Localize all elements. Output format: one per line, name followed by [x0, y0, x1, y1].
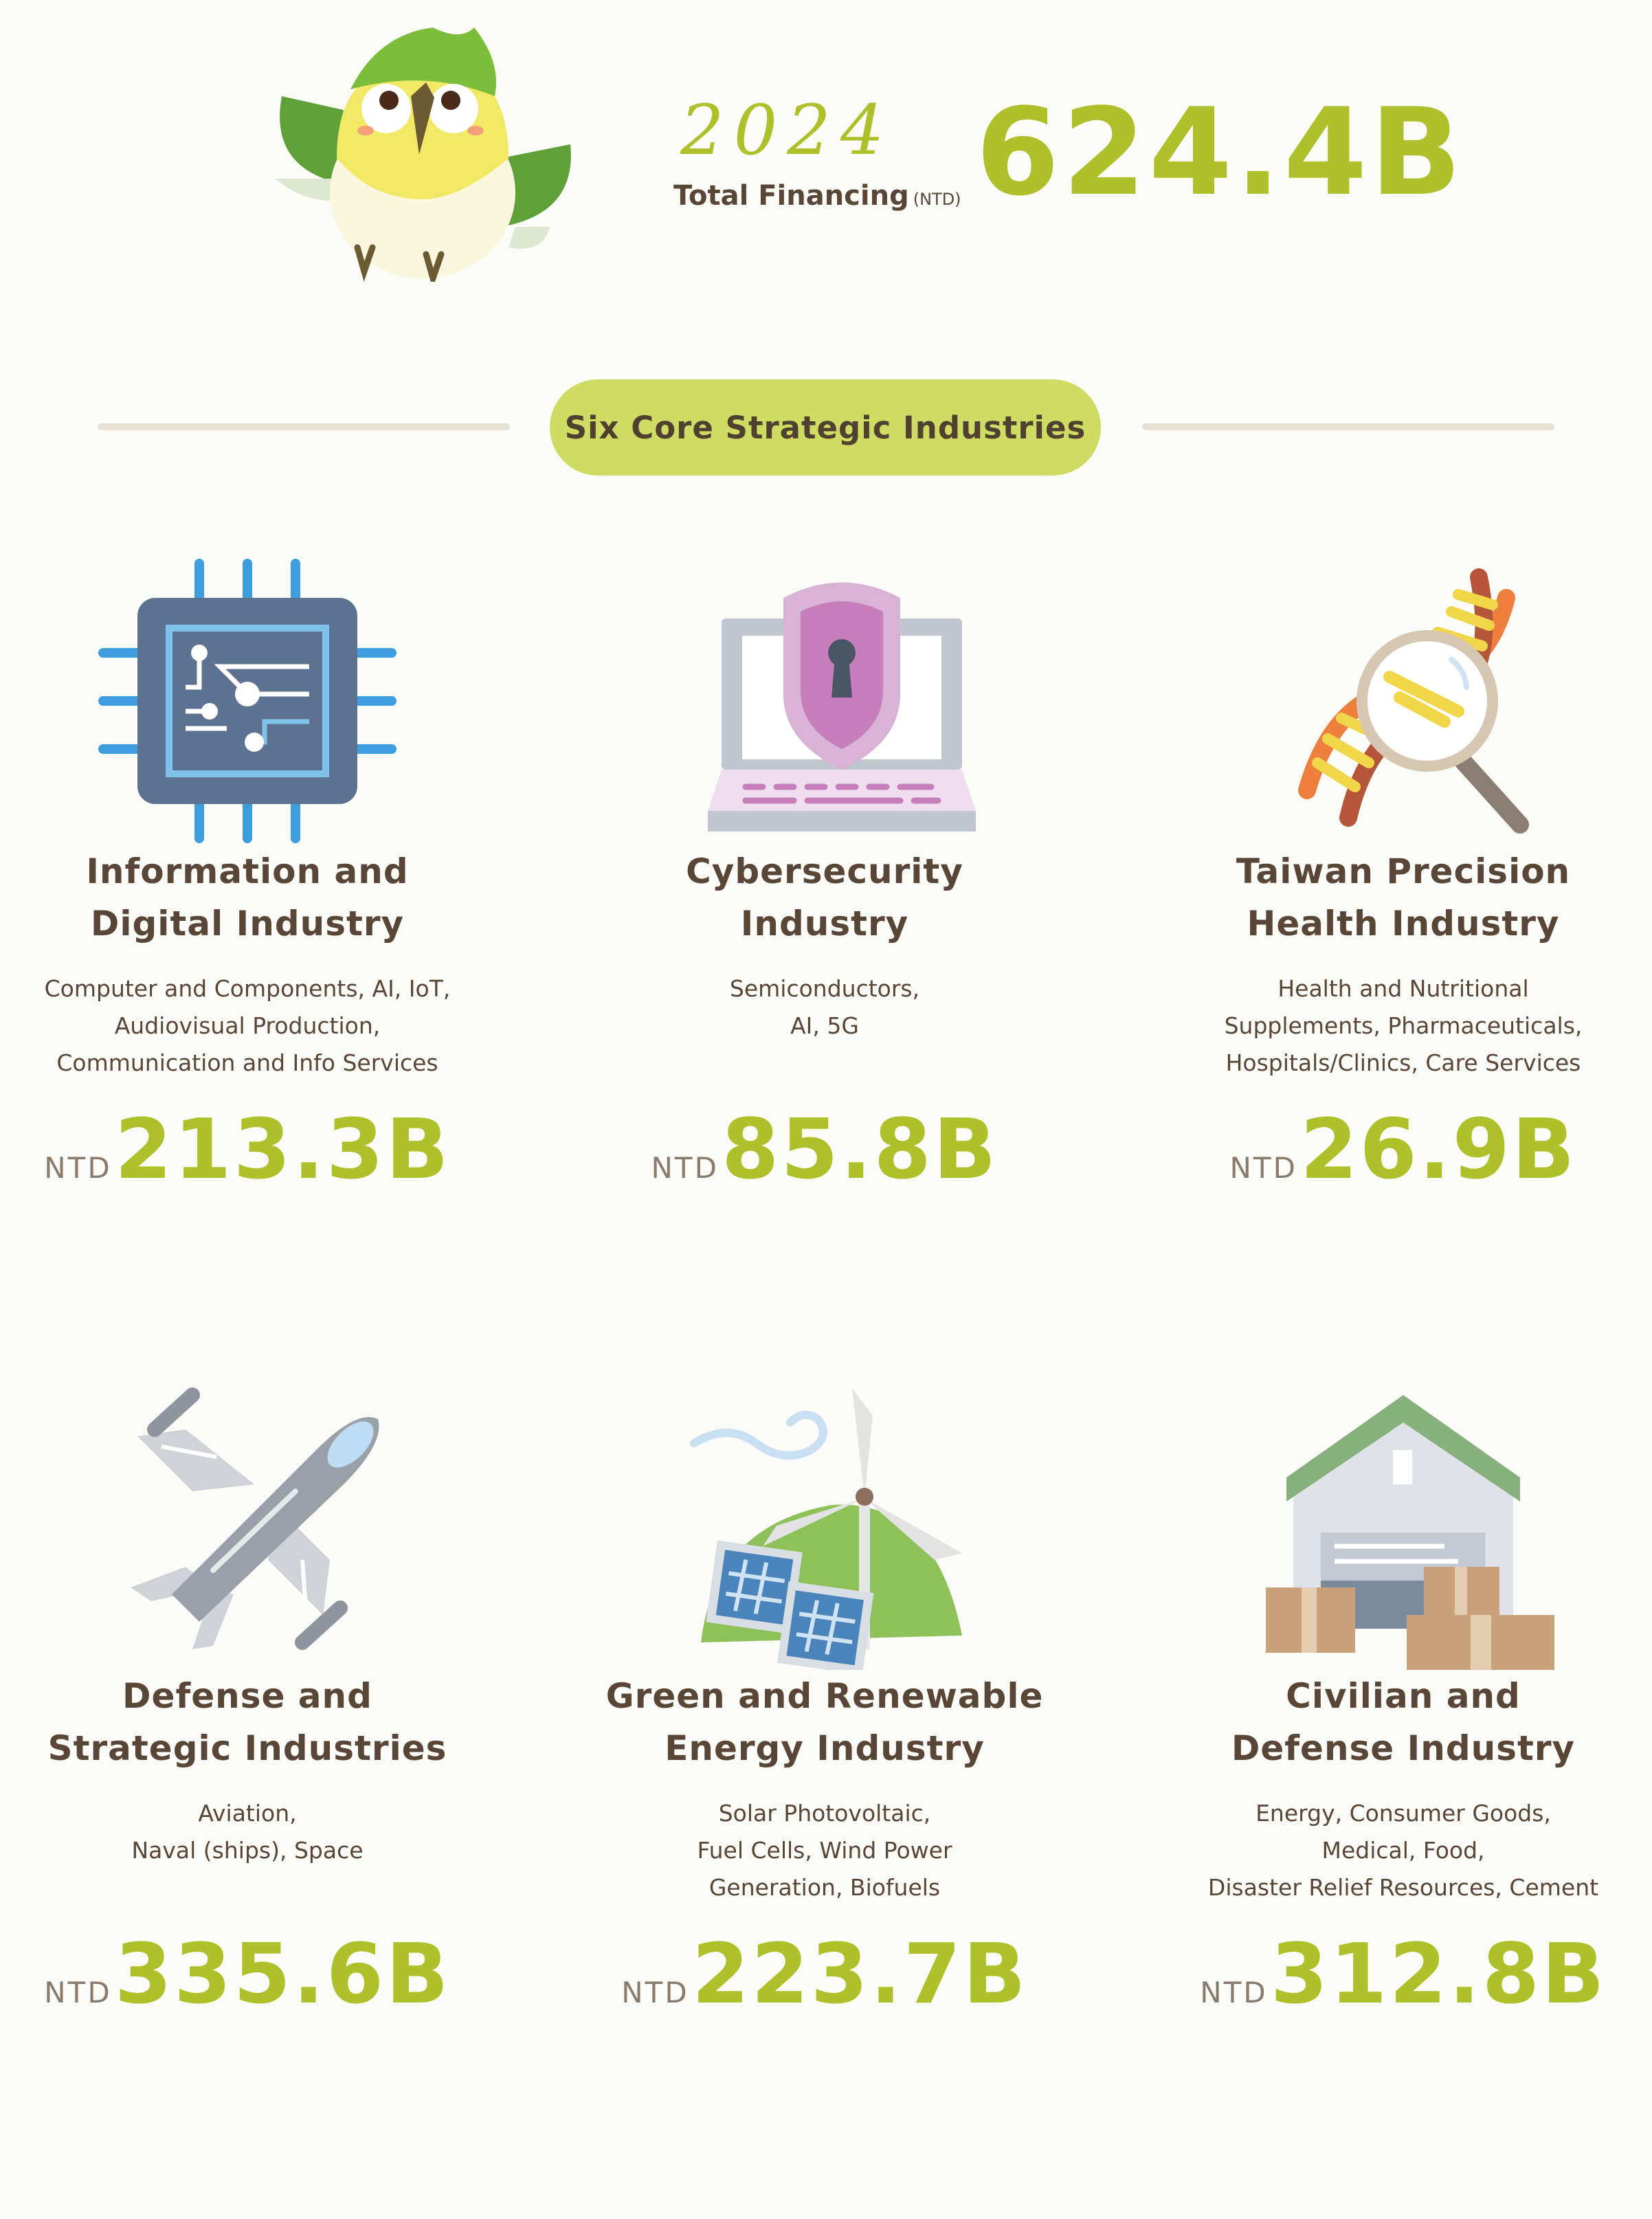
title-line-1: Civilian and	[1286, 1676, 1521, 1716]
title-line-1: Green and Renewable	[605, 1676, 1044, 1716]
currency-label: NTD	[1200, 1976, 1268, 2009]
desc-line-2: Supplements, Pharmaceuticals,	[1224, 1012, 1583, 1039]
section-banner: Six Core Strategic Industries	[550, 379, 1101, 476]
desc-line-2: AI, 5G	[790, 1012, 859, 1039]
total-financing-label: Total Financing (NTD)	[673, 180, 962, 212]
title-line-2: Energy Industry	[665, 1728, 985, 1768]
industry-amount: NTD335.6B	[0, 1927, 509, 2022]
desc-line-2: Audiovisual Production,	[114, 1012, 381, 1039]
industry-description: Semiconductors, AI, 5G	[563, 970, 1086, 1082]
industry-card-defense-strategic: Defense and Strategic Industries Aviation…	[0, 1381, 509, 2022]
industry-amount: NTD26.9B	[1142, 1102, 1652, 1198]
chip-icon	[98, 559, 397, 843]
industry-description: Solar Photovoltaic, Fuel Cells, Wind Powe…	[563, 1795, 1086, 1906]
desc-line-3: Disaster Relief Resources, Cement	[1207, 1874, 1599, 1901]
industry-title: Green and Renewable Energy Industry	[563, 1670, 1086, 1774]
title-line-1: Cybersecurity	[686, 851, 963, 891]
industry-description: Computer and Components, AI, IoT, Audiovi…	[0, 970, 509, 1082]
desc-line-1: Solar Photovoltaic,	[718, 1800, 931, 1827]
desc-line-2: Fuel Cells, Wind Power	[697, 1837, 952, 1864]
report-year: 2024	[680, 90, 894, 170]
title-line-2: Strategic Industries	[47, 1728, 447, 1768]
industry-title: Cybersecurity Industry	[563, 845, 1086, 950]
industry-title: Taiwan Precision Health Industry	[1142, 845, 1652, 950]
divider-right	[1142, 423, 1554, 430]
desc-line-1: Computer and Components, AI, IoT,	[44, 975, 451, 1002]
desc-line-1: Aviation,	[198, 1800, 297, 1827]
amount-value: 223.7B	[691, 1927, 1028, 2022]
desc-line-2: Medical, Food,	[1321, 1837, 1485, 1864]
currency-label: NTD	[1229, 1151, 1297, 1185]
title-line-1: Taiwan Precision	[1236, 851, 1571, 891]
total-financing-value: 624.4B	[976, 83, 1464, 223]
industry-amount: NTD213.3B	[0, 1102, 509, 1198]
currency-label: NTD	[44, 1976, 112, 2009]
desc-line-3: Generation, Biofuels	[708, 1874, 941, 1901]
currency-label: NTD	[651, 1151, 719, 1185]
industry-card-information-digital: Information and Digital Industry Computer…	[0, 557, 509, 1198]
bird-mascot-icon	[275, 27, 571, 282]
industry-amount: NTD85.8B	[563, 1102, 1086, 1198]
dna-magnifier-icon	[1298, 568, 1529, 834]
amount-value: 312.8B	[1270, 1927, 1607, 2022]
industry-description: Health and Nutritional Supplements, Pharm…	[1142, 970, 1652, 1082]
total-financing-currency: (NTD)	[913, 190, 961, 209]
desc-line-3: Hospitals/Clinics, Care Services	[1225, 1049, 1581, 1076]
desc-line-3: Communication and Info Services	[56, 1049, 438, 1076]
desc-line-2: Naval (ships), Space	[131, 1837, 364, 1864]
title-line-2: Health Industry	[1247, 904, 1560, 944]
total-financing-text: Total Financing	[673, 180, 909, 212]
industry-title: Civilian and Defense Industry	[1142, 1670, 1652, 1774]
amount-value: 213.3B	[114, 1102, 451, 1198]
industry-title: Defense and Strategic Industries	[0, 1670, 509, 1774]
industry-title: Information and Digital Industry	[0, 845, 509, 950]
title-line-2: Digital Industry	[90, 904, 405, 944]
currency-label: NTD	[44, 1151, 112, 1185]
title-line-2: Industry	[740, 904, 909, 944]
warehouse-icon	[1266, 1395, 1554, 1670]
industry-card-precision-health: Taiwan Precision Health Industry Health a…	[1142, 557, 1652, 1198]
divider-left	[98, 423, 510, 430]
laptop-shield-icon	[708, 582, 976, 832]
industry-card-green-energy: Green and Renewable Energy Industry Solar…	[563, 1381, 1086, 2022]
title-line-1: Defense and	[122, 1676, 372, 1716]
industry-card-civilian-defense: Civilian and Defense Industry Energy, Con…	[1142, 1381, 1652, 2022]
industry-amount: NTD223.7B	[563, 1927, 1086, 2022]
amount-value: 335.6B	[114, 1927, 451, 2022]
wind-solar-icon	[690, 1388, 962, 1670]
amount-value: 26.9B	[1299, 1102, 1577, 1198]
industry-description: Energy, Consumer Goods, Medical, Food, Dis…	[1142, 1795, 1652, 1906]
fighter-jet-icon	[131, 1387, 379, 1650]
currency-label: NTD	[621, 1976, 689, 2009]
desc-line-1: Energy, Consumer Goods,	[1255, 1800, 1551, 1827]
title-line-2: Defense Industry	[1231, 1728, 1576, 1768]
industry-card-cybersecurity: Cybersecurity Industry Semiconductors, AI,…	[563, 557, 1086, 1198]
industry-description: Aviation, Naval (ships), Space	[0, 1795, 509, 1906]
title-line-1: Information and	[86, 851, 409, 891]
desc-line-1: Health and Nutritional	[1277, 975, 1529, 1002]
amount-value: 85.8B	[721, 1102, 998, 1198]
industry-amount: NTD312.8B	[1142, 1927, 1652, 2022]
desc-line-1: Semiconductors,	[729, 975, 920, 1002]
